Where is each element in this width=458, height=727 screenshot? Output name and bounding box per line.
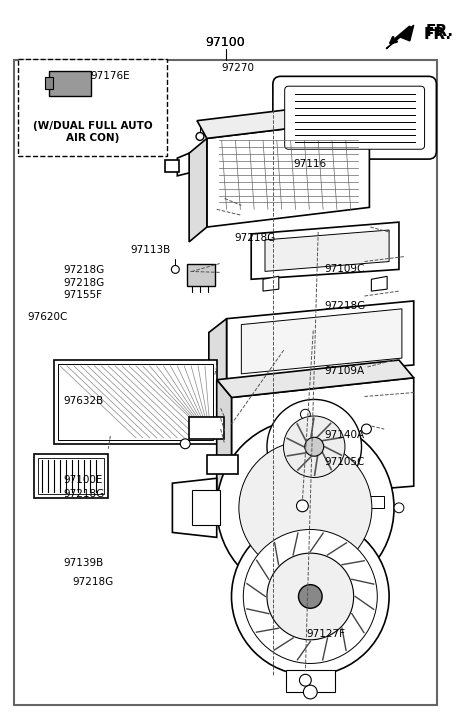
Bar xyxy=(165,160,179,172)
Text: 97218G: 97218G xyxy=(63,265,104,276)
Circle shape xyxy=(284,416,345,478)
Text: 97218G: 97218G xyxy=(63,278,104,289)
Text: 97139B: 97139B xyxy=(63,558,104,568)
Text: 97109C: 97109C xyxy=(325,264,365,274)
FancyBboxPatch shape xyxy=(273,76,436,159)
Polygon shape xyxy=(209,318,227,395)
Circle shape xyxy=(243,529,377,664)
Circle shape xyxy=(305,437,324,457)
Circle shape xyxy=(300,674,311,686)
Polygon shape xyxy=(386,25,414,49)
Circle shape xyxy=(196,132,204,140)
Circle shape xyxy=(394,503,404,513)
Text: 97620C: 97620C xyxy=(27,312,67,322)
Text: 97632B: 97632B xyxy=(63,396,104,406)
Bar xyxy=(311,496,330,508)
Text: 97109A: 97109A xyxy=(325,366,365,376)
Polygon shape xyxy=(189,138,207,242)
Bar xyxy=(58,364,213,440)
Bar xyxy=(187,265,215,286)
Bar xyxy=(365,496,384,508)
Bar xyxy=(256,496,276,508)
Polygon shape xyxy=(217,379,231,501)
Text: 97116: 97116 xyxy=(293,159,327,169)
Bar xyxy=(38,457,104,494)
Text: 97140A: 97140A xyxy=(325,430,365,440)
Polygon shape xyxy=(227,301,414,379)
Polygon shape xyxy=(371,276,387,291)
Circle shape xyxy=(207,503,217,513)
Circle shape xyxy=(180,439,190,449)
Text: 97100: 97100 xyxy=(206,36,245,49)
Circle shape xyxy=(217,419,394,596)
Bar xyxy=(54,360,217,443)
Text: 97176E: 97176E xyxy=(90,71,130,81)
Circle shape xyxy=(231,518,389,675)
Circle shape xyxy=(296,500,308,512)
Text: 97270: 97270 xyxy=(221,63,254,73)
Polygon shape xyxy=(217,360,414,398)
Circle shape xyxy=(300,409,311,419)
Text: 97100: 97100 xyxy=(206,36,245,49)
Text: 97113B: 97113B xyxy=(131,245,171,255)
Polygon shape xyxy=(197,101,370,138)
Circle shape xyxy=(267,399,361,494)
Bar xyxy=(286,670,335,692)
Circle shape xyxy=(303,685,317,699)
Text: 97218G: 97218G xyxy=(234,233,276,243)
Bar xyxy=(207,454,238,474)
Circle shape xyxy=(361,424,371,434)
Text: 97127F: 97127F xyxy=(307,629,346,639)
Text: (W/DUAL FULL AUTO
AIR CON): (W/DUAL FULL AUTO AIR CON) xyxy=(33,121,153,143)
Polygon shape xyxy=(172,478,217,537)
Polygon shape xyxy=(263,276,279,291)
Polygon shape xyxy=(265,230,389,271)
Bar xyxy=(192,490,220,525)
Circle shape xyxy=(300,596,311,606)
Polygon shape xyxy=(207,119,370,227)
Polygon shape xyxy=(241,309,402,374)
Text: FR.: FR. xyxy=(425,23,453,39)
Bar xyxy=(49,71,91,96)
Polygon shape xyxy=(177,153,189,176)
Circle shape xyxy=(239,441,372,574)
Text: 97100E: 97100E xyxy=(63,475,103,485)
Text: 97218G: 97218G xyxy=(72,577,114,587)
Circle shape xyxy=(299,585,322,608)
Text: 97218G: 97218G xyxy=(325,301,366,311)
Text: 97155F: 97155F xyxy=(63,291,102,300)
Circle shape xyxy=(171,265,179,273)
Polygon shape xyxy=(231,378,414,501)
Polygon shape xyxy=(251,222,399,279)
Text: 97218G: 97218G xyxy=(63,489,104,499)
Text: FR.: FR. xyxy=(424,28,452,42)
Text: 97105C: 97105C xyxy=(325,457,365,467)
FancyBboxPatch shape xyxy=(285,87,425,149)
Bar xyxy=(18,59,167,156)
Bar xyxy=(45,77,53,89)
Circle shape xyxy=(267,553,354,640)
Bar xyxy=(34,454,109,498)
Bar xyxy=(189,417,224,439)
